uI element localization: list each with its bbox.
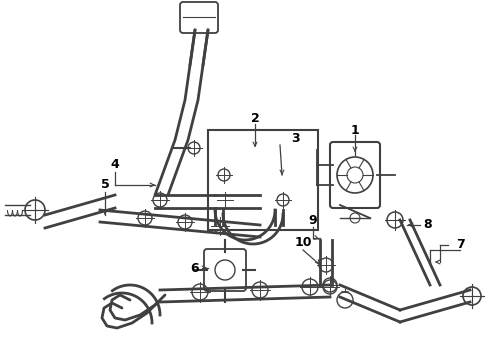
FancyBboxPatch shape [330,142,380,208]
Text: 4: 4 [111,158,120,171]
Text: 9: 9 [309,213,318,226]
Text: 8: 8 [424,219,432,231]
Text: 6: 6 [191,261,199,274]
Bar [208,130,318,230]
Text: 7: 7 [456,238,465,252]
Text: 10: 10 [294,237,312,249]
FancyBboxPatch shape [180,2,218,33]
Text: 2: 2 [250,112,259,125]
Text: 3: 3 [291,131,299,144]
Text: 5: 5 [100,179,109,192]
Text: 1: 1 [351,123,359,136]
FancyBboxPatch shape [204,249,246,291]
